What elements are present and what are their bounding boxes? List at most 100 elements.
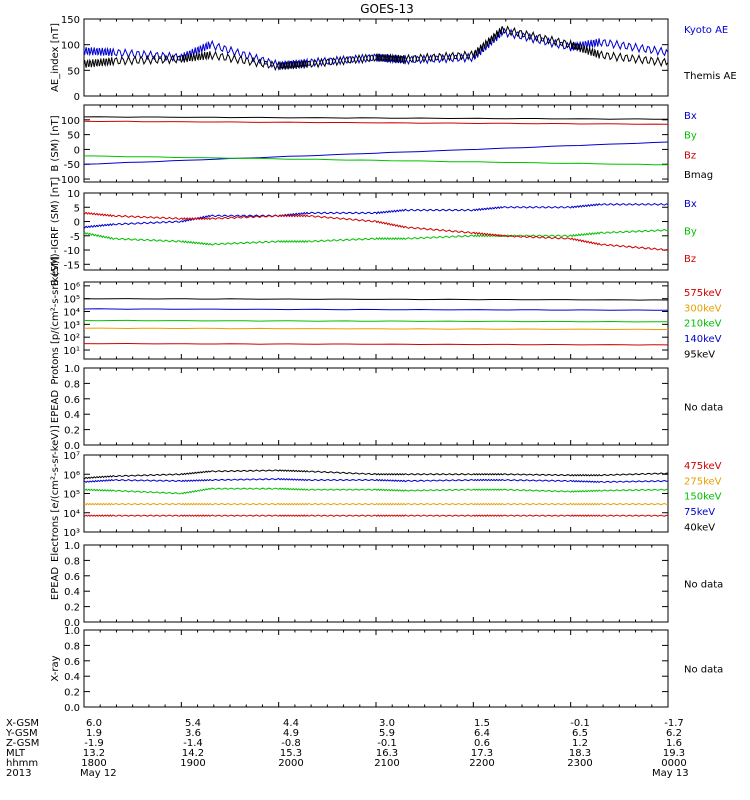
y-tick-label: 10¹ — [63, 346, 80, 357]
y-tick-label: 0.8 — [64, 556, 80, 567]
y-tick-label: 10⁴ — [63, 509, 80, 520]
y-tick-label: 50 — [67, 66, 80, 77]
y-tick-label: 0.2 — [64, 426, 80, 437]
legend-entry: 140keV — [684, 334, 722, 345]
y-tick-label: 10⁶ — [63, 282, 80, 293]
y-tick-label: 10³ — [63, 320, 80, 331]
y-tick-label: 0.2 — [64, 688, 80, 699]
y-tick-label: 0 — [74, 145, 80, 156]
legend-entry: 475keV — [684, 461, 722, 472]
y-axis-label: B (SM)-IGRF (SM) [nT] — [50, 177, 61, 286]
y-tick-label: 10⁶ — [63, 470, 80, 481]
y-tick-label: -50 — [64, 160, 80, 171]
y-tick-label: 10⁵ — [63, 490, 80, 501]
y-tick-label: 10⁵ — [63, 295, 80, 306]
y-axis-label: X-ray — [50, 655, 61, 681]
footer-value: 6.5 — [572, 728, 588, 739]
y-tick-label: 0.4 — [64, 410, 80, 421]
footer-value: 2200 — [469, 758, 494, 769]
panel-frame — [83, 367, 669, 446]
series-bigrf-bx — [83, 202, 669, 229]
panel-epead2: 0.0 0.2 0.4 0.6 0.8 1.0 EPEAD No data — [50, 541, 723, 629]
series-protons-95kev — [83, 298, 669, 301]
panel-frame — [83, 104, 669, 183]
y-tick-label: -15 — [64, 260, 80, 271]
series-bigrf-bz — [83, 211, 669, 252]
footer-value: -0.1 — [377, 738, 397, 749]
y-tick-label: 1.0 — [64, 364, 80, 375]
panel-epead1: 0.0 0.2 0.4 0.6 0.8 1.0 EPEAD No data — [50, 364, 723, 452]
footer-value: 2100 — [374, 758, 399, 769]
y-tick-label: 10² — [63, 333, 80, 344]
legend-entry: Themis AE — [683, 71, 737, 82]
footer-value: 18.3 — [569, 748, 591, 759]
legend-entry: 575keV — [684, 288, 722, 299]
legend-entry: Bz — [684, 150, 696, 161]
series-b-bmag — [83, 116, 668, 120]
y-tick-label: -100 — [57, 175, 80, 186]
legend-entry: By — [684, 131, 697, 142]
footer-value: -0.1 — [570, 718, 590, 729]
y-axis-label: EPEAD — [50, 390, 61, 424]
footer-value: 17.3 — [471, 748, 493, 759]
series-b-bz — [83, 120, 669, 125]
legend-entry: Bz — [684, 254, 696, 265]
legend-entry: Bx — [684, 199, 697, 210]
legend-entry: 95keV — [684, 349, 715, 360]
y-tick-label: 0.6 — [64, 395, 80, 406]
footer-value: 16.3 — [376, 748, 398, 759]
y-tick-label: 0.0 — [64, 441, 80, 452]
legend-entry: Bmag — [684, 170, 713, 181]
y-tick-label: 0.8 — [64, 379, 80, 390]
footer-date-start: May 12 — [80, 768, 117, 779]
legend-entry: 150keV — [684, 492, 722, 503]
y-tick-label: 0 — [74, 218, 80, 229]
y-tick-label: 100 — [61, 41, 80, 52]
legend-entry: By — [684, 227, 697, 238]
y-tick-label: 10⁷ — [63, 451, 80, 462]
panel-xray: 0.0 0.2 0.4 0.6 0.8 1.0 X-ray No data — [50, 626, 723, 714]
series-ae-themis-ae — [83, 25, 669, 72]
footer-value: 6.4 — [474, 728, 490, 739]
footer-value: -0.8 — [281, 738, 301, 749]
footer-value: 1.6 — [666, 738, 682, 749]
series-electrons-475kev — [83, 514, 669, 517]
series-electrons-40kev — [83, 469, 669, 480]
footer-value: 0.6 — [474, 738, 490, 749]
footer-value: 13.2 — [83, 748, 105, 759]
footer-value: 1.9 — [86, 728, 102, 739]
no-data-label: No data — [684, 403, 723, 414]
y-tick-label: 0.6 — [64, 657, 80, 668]
series-b-by — [83, 155, 669, 166]
y-tick-label: 0.4 — [64, 587, 80, 598]
y-axis-label: Protons [p/(cm²-s-sr-keV)] — [50, 256, 61, 384]
panel-bigrf: -15 -10 -5 0 5 10 B (SM)-IGRF (SM) [nT] Bx By Bz — [50, 177, 697, 286]
footer-value: 5.4 — [185, 718, 201, 729]
y-tick-label: 100 — [61, 116, 80, 127]
footer-value: 2000 — [278, 758, 303, 769]
y-axis-label: B (SM) [nT] — [50, 115, 61, 171]
footer-value: 4.9 — [283, 728, 299, 739]
y-axis-label: AE_index [nT] — [50, 23, 61, 92]
series-electrons-150kev — [83, 487, 669, 495]
footer-value: 1800 — [81, 758, 106, 769]
footer-value: 6.2 — [666, 728, 682, 739]
panel-frame — [83, 192, 669, 271]
footer-row-label: Z-GSM — [6, 738, 39, 749]
y-tick-label: 10 — [67, 189, 80, 200]
panel-frame — [83, 544, 669, 623]
legend-entry: Kyoto AE — [684, 25, 728, 36]
footer-value: 1900 — [180, 758, 205, 769]
series-electrons-275kev — [83, 502, 669, 506]
footer-value: 2300 — [567, 758, 592, 769]
y-tick-label: 0.0 — [64, 703, 80, 714]
legend-entry: 275keV — [684, 476, 722, 487]
y-tick-label: 0.6 — [64, 572, 80, 583]
y-tick-label: 1.0 — [64, 626, 80, 637]
series-protons-210kev — [83, 319, 669, 323]
series-bigrf-by — [83, 228, 669, 246]
